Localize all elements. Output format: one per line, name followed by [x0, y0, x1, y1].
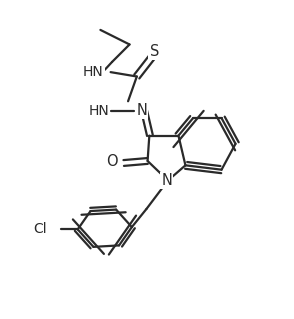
Text: O: O	[106, 154, 118, 169]
Text: Cl: Cl	[33, 222, 47, 236]
Text: N: N	[136, 103, 147, 118]
Text: N: N	[161, 173, 172, 188]
Text: HN: HN	[83, 65, 103, 79]
Text: S: S	[150, 44, 159, 59]
Text: HN: HN	[88, 104, 109, 118]
